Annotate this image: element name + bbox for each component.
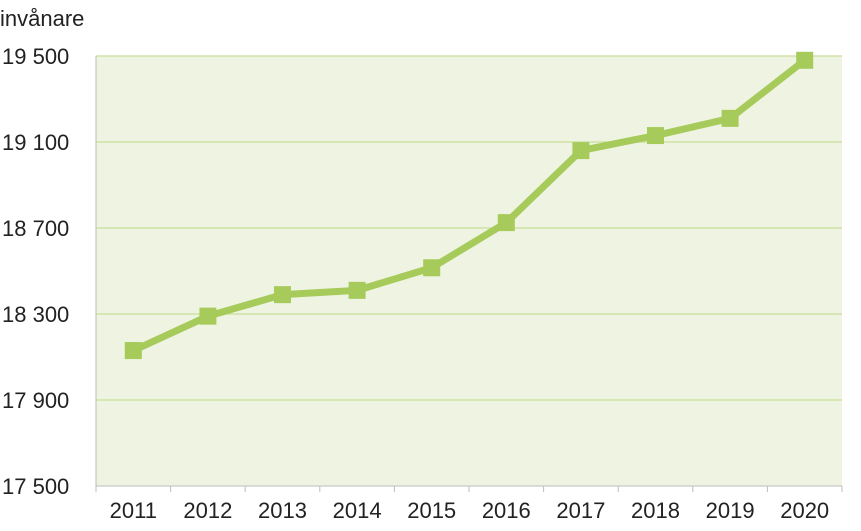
x-tick-label: 2018 <box>631 498 680 523</box>
plot-area <box>96 56 842 486</box>
y-tick-label: 17 500 <box>2 474 69 499</box>
x-tick-label: 2016 <box>482 498 531 523</box>
y-tick-label: 18 300 <box>2 302 69 327</box>
y-axis-label: invånare <box>0 6 84 31</box>
data-point-marker <box>423 259 441 277</box>
y-tick-label: 19 500 <box>2 44 69 69</box>
y-tick-label: 17 900 <box>2 388 69 413</box>
y-tick-labels: 17 500 17 900 18 300 18 700 19 100 19 500 <box>2 44 69 499</box>
x-tick-label: 2020 <box>780 498 829 523</box>
x-tick-label: 2013 <box>258 498 307 523</box>
y-tick-label: 18 700 <box>2 216 69 241</box>
x-tick-label: 2014 <box>333 498 382 523</box>
data-point-marker <box>497 214 515 232</box>
x-tick-label: 2017 <box>556 498 605 523</box>
data-point-marker <box>647 127 664 145</box>
data-point-marker <box>124 342 142 360</box>
axes <box>95 56 843 492</box>
x-tick-label: 2012 <box>183 498 232 523</box>
data-point-marker <box>796 51 814 69</box>
data-point-marker <box>199 307 217 325</box>
y-tick-label: 19 100 <box>2 130 69 155</box>
x-tick-labels: 2011 2012 2013 2014 2015 2016 2017 2018 2019 2020 <box>110 498 830 523</box>
data-point-marker <box>274 286 291 304</box>
x-tick-label: 2019 <box>706 498 755 523</box>
x-tick-label: 2015 <box>407 498 456 523</box>
series-line <box>129 56 809 355</box>
data-point-marker <box>721 109 739 127</box>
series-group <box>124 51 814 360</box>
x-tick-label: 2011 <box>110 498 157 523</box>
data-point-marker <box>572 142 590 160</box>
data-point-marker <box>348 281 366 299</box>
